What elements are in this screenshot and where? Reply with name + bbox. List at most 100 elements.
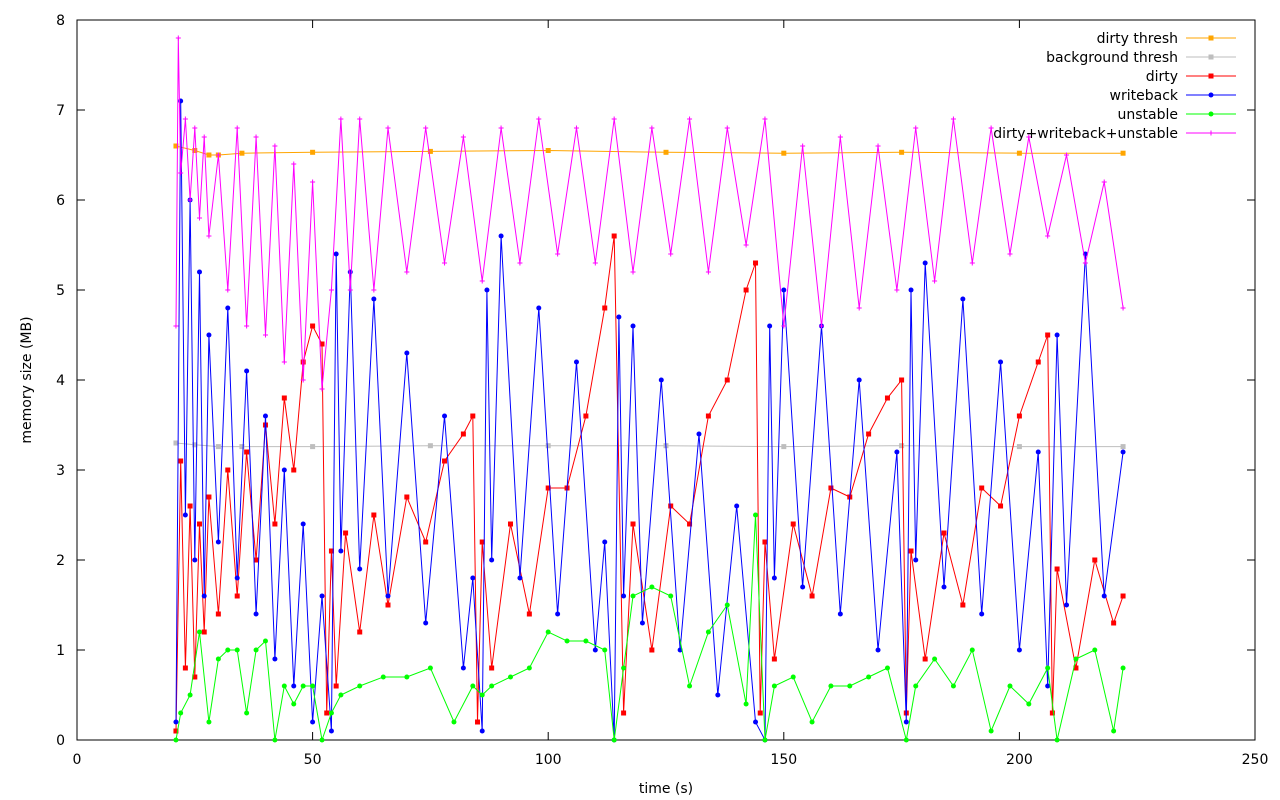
y-tick-label: 6 — [56, 193, 65, 209]
data-point — [866, 674, 872, 680]
data-point — [1111, 728, 1117, 734]
data-point — [347, 269, 353, 275]
data-point — [1092, 557, 1098, 563]
data-point — [800, 143, 806, 149]
data-point — [1120, 305, 1126, 311]
data-point — [178, 170, 184, 176]
data-point — [687, 116, 693, 122]
data-point — [1073, 656, 1079, 662]
data-point — [281, 467, 287, 473]
data-point — [234, 647, 240, 653]
data-point — [899, 149, 905, 155]
data-point — [663, 149, 669, 155]
data-point — [215, 656, 221, 662]
data-point — [385, 125, 391, 131]
data-point — [385, 593, 391, 599]
data-point — [244, 368, 250, 374]
data-point — [790, 521, 796, 527]
data-point — [1016, 647, 1022, 653]
data-point — [1016, 413, 1022, 419]
data-point — [941, 584, 947, 590]
data-point — [451, 719, 457, 725]
data-point — [724, 602, 730, 608]
data-point — [173, 323, 179, 329]
data-point — [442, 413, 448, 419]
data-point — [536, 116, 542, 122]
data-point — [262, 413, 268, 419]
data-point — [300, 683, 306, 689]
data-point — [427, 148, 433, 154]
data-point — [333, 251, 339, 257]
data-point — [899, 443, 905, 449]
data-point — [564, 638, 570, 644]
data-point — [1120, 449, 1126, 455]
data-point — [328, 728, 334, 734]
data-point — [592, 260, 598, 266]
data-point — [1016, 150, 1022, 156]
data-point — [206, 719, 212, 725]
data-point — [950, 116, 956, 122]
data-point — [310, 719, 316, 725]
series-line — [175, 442, 1124, 448]
data-point — [781, 287, 787, 293]
data-point — [272, 143, 278, 149]
data-point — [649, 647, 655, 653]
data-point — [404, 269, 410, 275]
data-point — [630, 593, 636, 599]
data-point — [310, 323, 316, 329]
data-point — [903, 719, 909, 725]
data-point — [1120, 150, 1126, 156]
data-point — [182, 665, 188, 671]
data-point — [244, 710, 250, 716]
data-point — [357, 683, 363, 689]
y-tick-label: 1 — [56, 643, 65, 659]
data-point — [790, 674, 796, 680]
data-point — [884, 665, 890, 671]
data-point — [253, 134, 259, 140]
series-3 — [173, 98, 1126, 743]
data-point — [668, 503, 674, 509]
legend-swatch-marker — [1208, 54, 1214, 60]
data-point — [187, 503, 193, 509]
data-point — [969, 260, 975, 266]
y-tick-label: 2 — [56, 553, 65, 569]
data-point — [1120, 593, 1126, 599]
data-point — [545, 629, 551, 635]
data-point — [950, 683, 956, 689]
data-point — [215, 611, 221, 617]
data-point — [470, 413, 476, 419]
data-point — [908, 548, 914, 554]
data-point — [1045, 665, 1051, 671]
data-point — [517, 575, 523, 581]
data-point — [310, 444, 316, 450]
data-point — [517, 260, 523, 266]
data-point — [197, 269, 203, 275]
data-point — [781, 444, 787, 450]
data-point — [338, 692, 344, 698]
data-point — [639, 620, 645, 626]
data-point — [201, 134, 207, 140]
x-tick-label: 200 — [1006, 752, 1033, 768]
data-point — [1101, 593, 1107, 599]
data-point — [357, 566, 363, 572]
data-point — [272, 521, 278, 527]
data-point — [310, 683, 316, 689]
legend-swatch-marker — [1208, 73, 1214, 79]
data-point — [234, 125, 240, 131]
data-point — [508, 521, 514, 527]
data-point — [178, 710, 184, 716]
data-point — [1035, 359, 1041, 365]
data-point — [1120, 444, 1126, 450]
data-point — [498, 125, 504, 131]
data-point — [460, 431, 466, 437]
axis-ticks: 0 50 100 150 200 250 0 1 2 3 4 5 6 7 8 — [56, 13, 1268, 768]
data-point — [333, 683, 339, 689]
x-axis-title: time (s) — [639, 781, 693, 797]
data-point — [291, 683, 297, 689]
data-point — [734, 503, 740, 509]
data-point — [856, 305, 862, 311]
legend-label: writeback — [1110, 88, 1179, 104]
data-point — [239, 150, 245, 156]
data-point — [621, 593, 627, 599]
